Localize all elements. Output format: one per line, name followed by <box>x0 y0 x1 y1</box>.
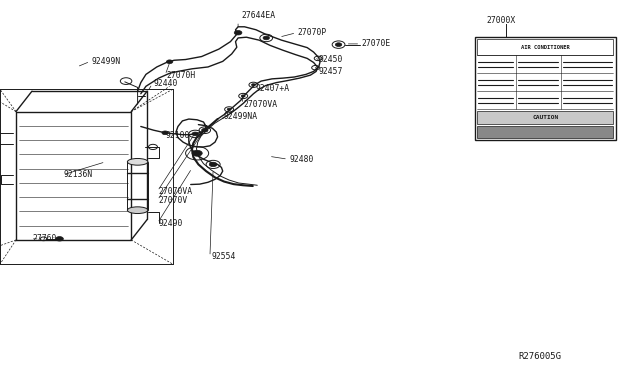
Circle shape <box>166 60 173 64</box>
Text: 92407+A: 92407+A <box>256 84 290 93</box>
Circle shape <box>234 31 242 35</box>
Circle shape <box>192 150 202 156</box>
Circle shape <box>241 95 245 97</box>
Text: 92499NA: 92499NA <box>224 112 258 121</box>
Text: CAUTION: CAUTION <box>532 115 559 120</box>
Text: 27070VA: 27070VA <box>243 100 277 109</box>
Text: 92554: 92554 <box>211 252 236 261</box>
Text: 27070H: 27070H <box>166 71 196 80</box>
Circle shape <box>192 132 198 136</box>
Text: 92480: 92480 <box>289 155 314 164</box>
Circle shape <box>263 36 269 40</box>
Ellipse shape <box>127 207 148 214</box>
Text: AIR CONDITIONER: AIR CONDITIONER <box>521 45 570 49</box>
Circle shape <box>335 43 342 46</box>
Text: 27070VA: 27070VA <box>159 187 193 196</box>
Text: 92450: 92450 <box>319 55 343 64</box>
Circle shape <box>162 131 168 135</box>
Text: 92490: 92490 <box>159 219 183 228</box>
Text: 27760: 27760 <box>32 234 56 243</box>
Ellipse shape <box>127 158 148 165</box>
Text: 27070V: 27070V <box>159 196 188 205</box>
Circle shape <box>252 84 255 86</box>
Text: 92499N: 92499N <box>92 57 121 66</box>
Text: 27644EA: 27644EA <box>242 12 276 20</box>
Bar <box>477 111 613 124</box>
Text: 27070E: 27070E <box>362 39 391 48</box>
Text: 92100: 92100 <box>165 131 189 140</box>
Bar <box>475 37 616 140</box>
Circle shape <box>209 162 217 167</box>
Text: 27070P: 27070P <box>298 28 327 37</box>
Circle shape <box>56 237 63 241</box>
Text: R276005G: R276005G <box>518 352 561 361</box>
Text: 92440: 92440 <box>154 79 178 88</box>
Circle shape <box>227 108 231 110</box>
Bar <box>477 126 613 138</box>
Text: 92457: 92457 <box>319 67 343 76</box>
Bar <box>477 39 613 55</box>
Circle shape <box>202 128 208 132</box>
Text: 27000X: 27000X <box>486 16 516 25</box>
Text: 92136N: 92136N <box>64 170 93 179</box>
